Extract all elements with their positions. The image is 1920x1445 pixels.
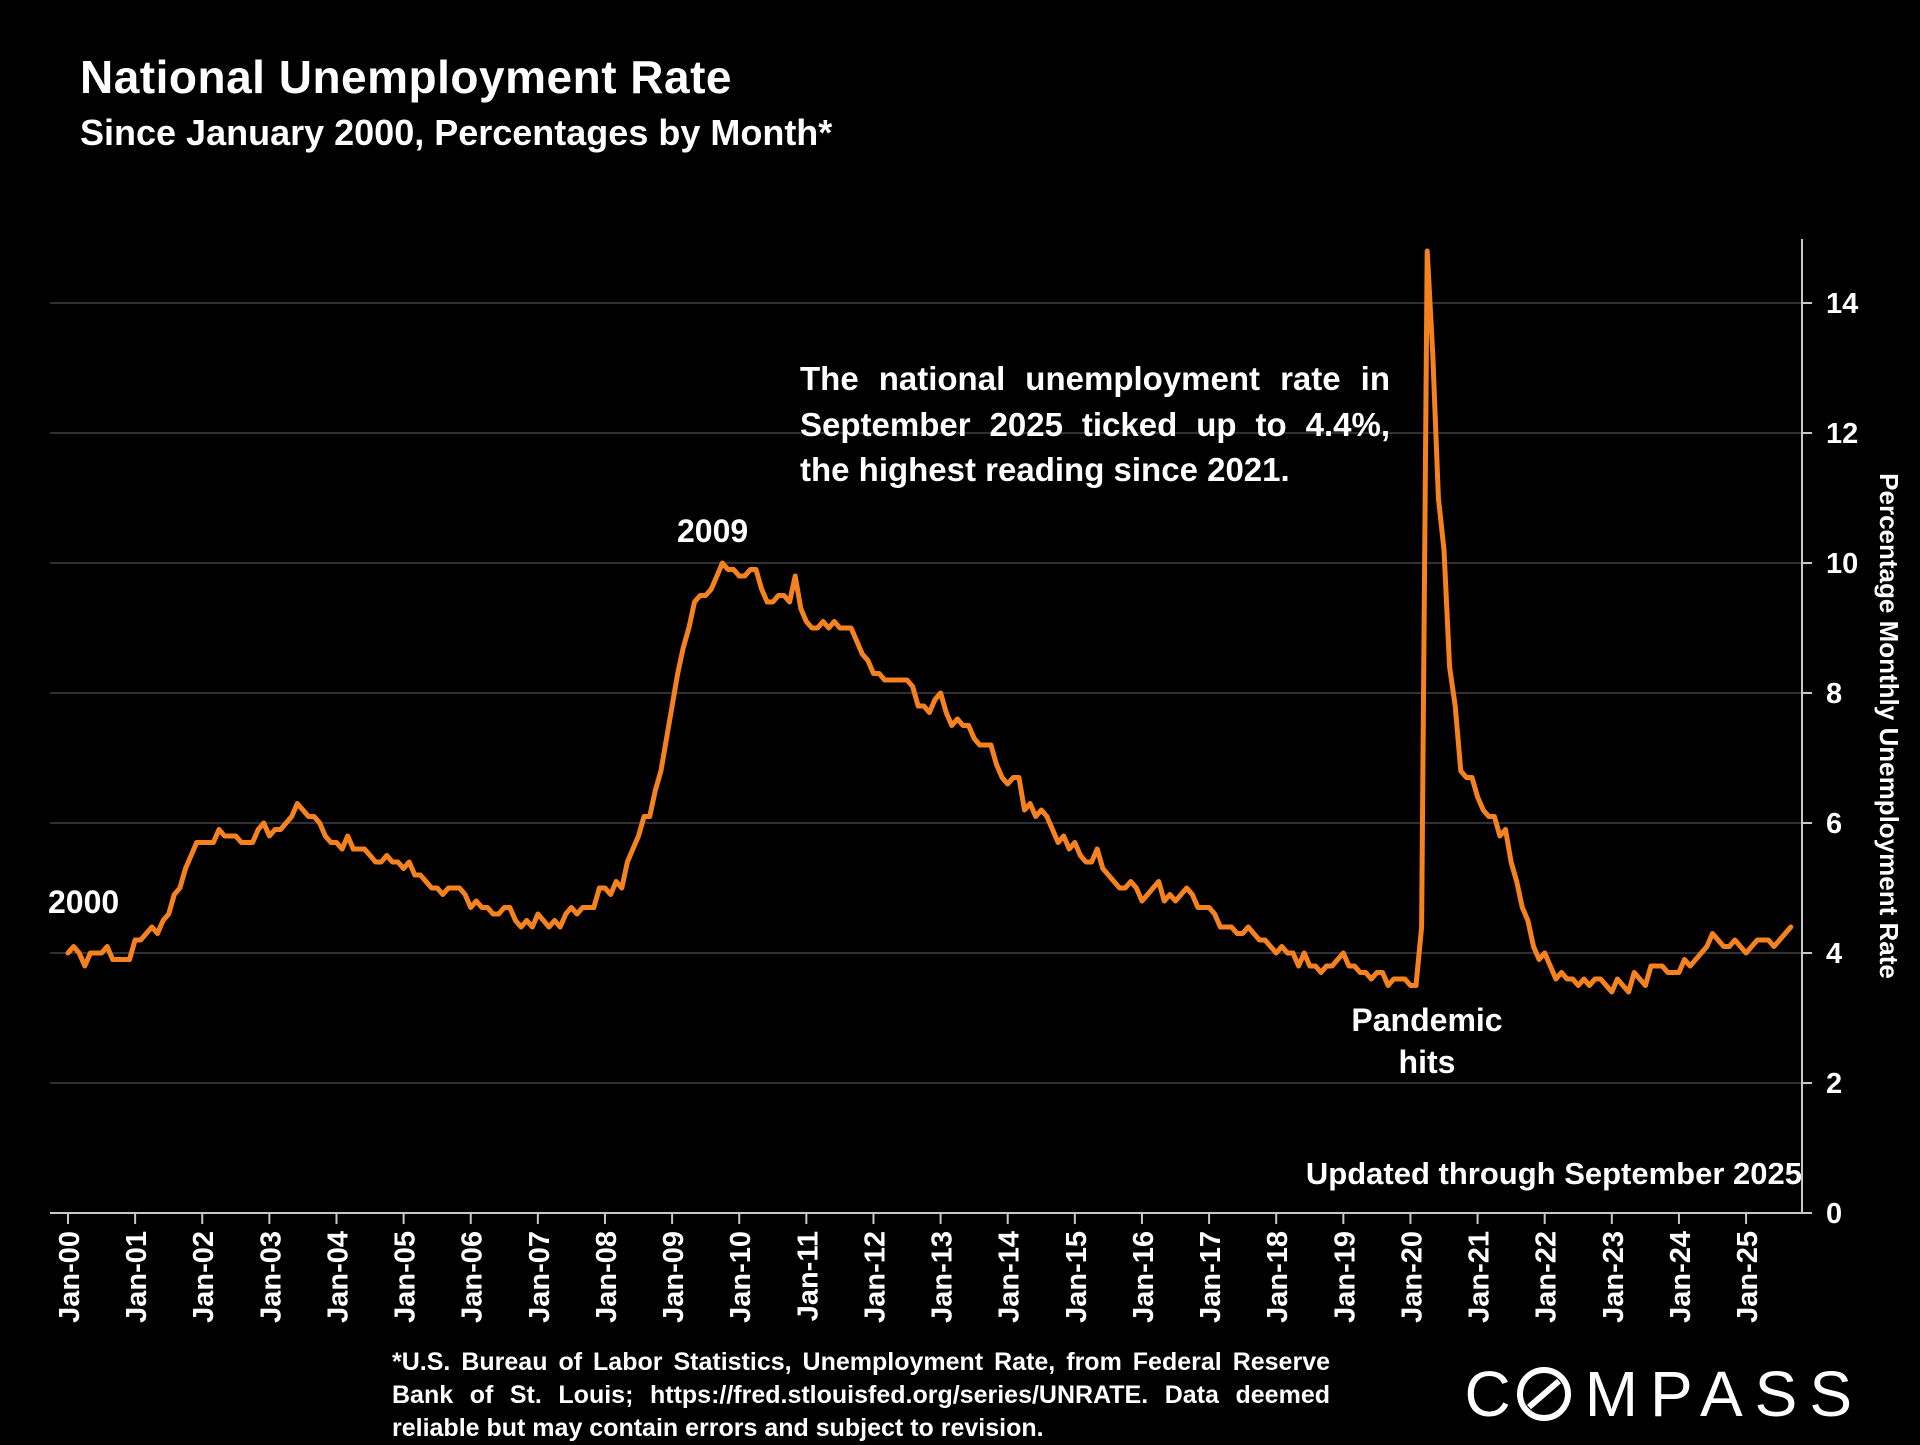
page-title: National Unemployment Rate [80,51,732,103]
x-tick-label: Jan-10 [725,1231,757,1323]
y-axis-title: Percentage Monthly Unemployment Rate [1874,473,1904,979]
y-tick-label: 8 [1826,678,1842,710]
y-tick-label: 12 [1826,418,1858,450]
x-tick-label: Jan-12 [859,1231,891,1323]
x-tick-label: Jan-14 [994,1231,1026,1323]
y-tick-label: 0 [1826,1198,1842,1230]
y-tick-label: 6 [1826,808,1842,840]
x-tick-label: Jan-25 [1732,1231,1764,1323]
peak-2009-label: 2009 [677,513,749,549]
y-tick-label: 10 [1826,548,1858,580]
x-tick-label: Jan-17 [1195,1231,1227,1323]
start-2000-label: 2000 [48,884,120,920]
y-tick-label: 4 [1826,938,1842,970]
source-footnote: *U.S. Bureau of Labor Statistics, Unempl… [392,1348,1330,1442]
compass-o-icon [1515,1365,1573,1423]
x-tick-label: Jan-01 [121,1231,153,1323]
x-tick-label: Jan-24 [1665,1231,1697,1323]
x-tick-label: Jan-15 [1061,1231,1093,1323]
y-tick-label: 14 [1826,288,1858,320]
x-tick-label: Jan-13 [927,1231,959,1323]
x-tick-label: Jan-23 [1598,1231,1630,1323]
updated-through-label: Updated through September 2025 [1305,1156,1802,1191]
pandemic-hits-label: Pandemic hits [1351,1002,1503,1080]
x-tick-label: Jan-09 [658,1231,690,1323]
x-tick-label: Jan-18 [1262,1231,1294,1323]
logo-letter-c: C [1464,1358,1511,1430]
unemployment-line [65,248,1794,995]
x-tick-label: Jan-02 [188,1231,220,1323]
x-tick-label: Jan-03 [255,1231,287,1323]
logo-letters-mpass: MPASS [1584,1358,1864,1430]
x-tick-label: Jan-00 [54,1231,86,1323]
x-tick-label: Jan-19 [1329,1231,1361,1323]
x-tick-label: Jan-16 [1128,1231,1160,1323]
compass-logo: C MPASS [1464,1362,1864,1426]
x-tick-label: Jan-05 [390,1231,422,1323]
page-subtitle: Since January 2000, Percentages by Month… [80,112,833,153]
y-tick-label: 2 [1826,1068,1842,1100]
x-tick-label: Jan-07 [524,1231,556,1323]
x-tick-label: Jan-04 [322,1231,354,1323]
x-tick-label: Jan-08 [591,1231,623,1323]
callout-annotation: The national unemployment rate in Septem… [800,360,1390,489]
x-tick-label: Jan-22 [1531,1231,1563,1323]
x-tick-label: Jan-11 [792,1231,824,1321]
x-tick-label: Jan-06 [457,1231,489,1323]
x-tick-label: Jan-21 [1464,1231,1496,1323]
x-tick-label: Jan-20 [1396,1231,1428,1323]
